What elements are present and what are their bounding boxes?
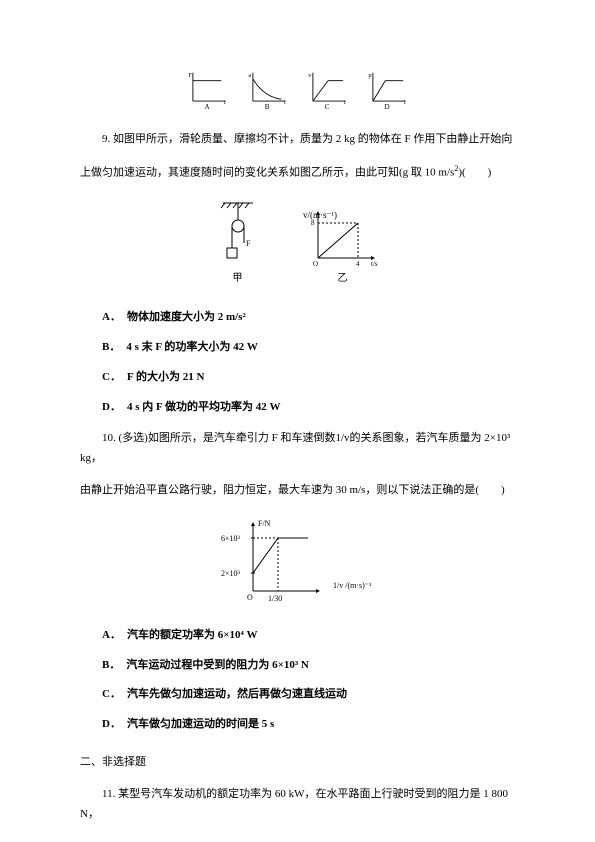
- opt-label-d: D．: [102, 401, 121, 413]
- svg-text:D: D: [384, 103, 389, 110]
- q10-line1: 10. (多选)如图所示，是汽车牵引力 F 和车速倒数1/v的关系图象，若汽车质…: [80, 429, 515, 469]
- svg-text:O: O: [313, 260, 318, 268]
- svg-text:a: a: [248, 72, 251, 79]
- q9-fig-yi-box: v/(m·s⁻¹) t/s 8 4 O 乙: [303, 208, 383, 288]
- q9-opt-c: C． F 的大小为 21 N: [102, 368, 515, 388]
- svg-text:v/(m·s⁻¹): v/(m·s⁻¹): [303, 210, 337, 220]
- svg-text:t: t: [224, 99, 226, 106]
- q10-opt-c: C． 汽车先做匀加速运动，然后再做匀速直线运动: [102, 685, 515, 705]
- mini-graph-b: a t B: [243, 70, 293, 110]
- svg-text:A: A: [204, 103, 210, 110]
- q10-text-b: 由静止开始沿平直公路行驶，阻力恒定，最大车速为 30 m/s，则以下说法正确的是…: [80, 484, 505, 496]
- q9-opt-d: D． 4 s 内 F 做功的平均功率为 42 W: [102, 398, 515, 418]
- q10-opt-d-text: 汽车做匀加速运动的时间是 5 s: [127, 718, 274, 730]
- mini-graph-c: v t C: [303, 70, 353, 110]
- svg-text:F: F: [246, 239, 251, 248]
- q10-graph: F/N 6×10³ 2×10³ 1/30 1/v /(m·s)⁻¹ O: [218, 516, 378, 606]
- svg-text:8: 8: [311, 219, 315, 227]
- q9-fig-jia: F: [213, 198, 263, 268]
- q9-text-b-tail: )( ): [458, 166, 491, 178]
- svg-text:C: C: [324, 103, 329, 110]
- q9-opt-a-text: 物体加速度大小为 2 m/s²: [127, 311, 246, 323]
- svg-text:t/s: t/s: [371, 260, 378, 268]
- q10-opt-b: B． 汽车运动过程中受到的阻力为 6×10³ N: [102, 656, 515, 676]
- svg-text:t: t: [404, 99, 406, 106]
- q10-line2: 由静止开始沿平直公路行驶，阻力恒定，最大车速为 30 m/s，则以下说法正确的是…: [80, 481, 515, 501]
- svg-text:1/v /(m·s)⁻¹: 1/v /(m·s)⁻¹: [333, 581, 372, 590]
- q10-opt-d: D． 汽车做匀加速运动的时间是 5 s: [102, 715, 515, 735]
- svg-text:F: F: [188, 72, 192, 79]
- svg-text:O: O: [247, 593, 253, 602]
- q10-figure: F/N 6×10³ 2×10³ 1/30 1/v /(m·s)⁻¹ O: [80, 516, 515, 606]
- svg-text:F/N: F/N: [258, 519, 271, 528]
- q9-fig-jia-box: F 甲: [213, 198, 263, 288]
- figure-abcd-row: F t A a t B v t C p t D: [80, 70, 515, 110]
- q9-opt-b-text: 4 s 末 F 的功率大小为 42 W: [126, 341, 258, 353]
- q9-opt-b: B． 4 s 末 F 的功率大小为 42 W: [102, 338, 515, 358]
- opt-label-c: C．: [102, 371, 121, 383]
- section-2-heading: 二、非选择题: [80, 753, 515, 773]
- opt-label-a: A．: [102, 311, 121, 323]
- opt-label-b2: B．: [102, 659, 120, 671]
- q9-line1: 9. 如图甲所示，滑轮质量、摩擦均不计，质量为 2 kg 的物体在 F 作用下由…: [80, 130, 515, 150]
- q10-number: 10.: [102, 432, 116, 444]
- opt-label-c2: C．: [102, 688, 121, 700]
- q9-opt-a: A． 物体加速度大小为 2 m/s²: [102, 308, 515, 328]
- svg-text:6×10³: 6×10³: [221, 534, 241, 543]
- q10-opt-a-text: 汽车的额定功率为 6×10⁴ W: [127, 629, 258, 641]
- q9-text-a: 如图甲所示，滑轮质量、摩擦均不计，质量为 2 kg 的物体在 F 作用下由静止开…: [113, 133, 512, 145]
- q10-frac: 1/v: [335, 432, 349, 444]
- svg-text:2×10³: 2×10³: [221, 569, 241, 578]
- q9-opt-c-text: F 的大小为 21 N: [127, 371, 205, 383]
- mini-graph-d: p t D: [363, 70, 413, 110]
- q9-number: 9.: [102, 133, 110, 145]
- q9-line2: 上做匀加速运动，其速度随时间的变化关系如图乙所示，由此可知(g 取 10 m/s…: [80, 162, 515, 183]
- q9-fig-yi: v/(m·s⁻¹) t/s 8 4 O: [303, 208, 383, 268]
- svg-text:1/30: 1/30: [268, 594, 282, 603]
- opt-label-b: B．: [102, 341, 120, 353]
- svg-text:4: 4: [356, 260, 360, 268]
- opt-label-d2: D．: [102, 718, 121, 730]
- svg-text:v: v: [308, 72, 312, 79]
- mini-graph-a: F t A: [183, 70, 233, 110]
- svg-text:p: p: [368, 72, 371, 79]
- opt-label-a2: A．: [102, 629, 121, 641]
- q9-fig-jia-label: 甲: [233, 270, 243, 288]
- q9-text-b: 上做匀加速运动，其速度随时间的变化关系如图乙所示，由此可知(g 取 10 m/s: [80, 166, 454, 178]
- svg-text:B: B: [264, 103, 269, 110]
- q10-opt-b-text: 汽车运动过程中受到的阻力为 6×10³ N: [126, 659, 309, 671]
- svg-text:t: t: [284, 99, 286, 106]
- q9-figures: F 甲 v/(m·s⁻¹) t/s 8 4 O 乙: [80, 198, 515, 288]
- q9-fig-yi-label: 乙: [338, 270, 348, 288]
- q11-line1: 11. 某型号汽车发动机的额定功率为 60 kW，在水平路面上行驶时受到的阻力是…: [80, 785, 515, 825]
- q11-text: 某型号汽车发动机的额定功率为 60 kW，在水平路面上行驶时受到的阻力是 1 8…: [80, 788, 508, 820]
- svg-text:t: t: [344, 99, 346, 106]
- q9-opt-d-text: 4 s 内 F 做功的平均功率为 42 W: [127, 401, 281, 413]
- q10-text-a: (多选)如图所示，是汽车牵引力 F 和车速倒数: [119, 432, 336, 444]
- q11-number: 11.: [102, 788, 115, 800]
- q10-opt-a: A． 汽车的额定功率为 6×10⁴ W: [102, 626, 515, 646]
- q10-opt-c-text: 汽车先做匀加速运动，然后再做匀速直线运动: [127, 688, 347, 700]
